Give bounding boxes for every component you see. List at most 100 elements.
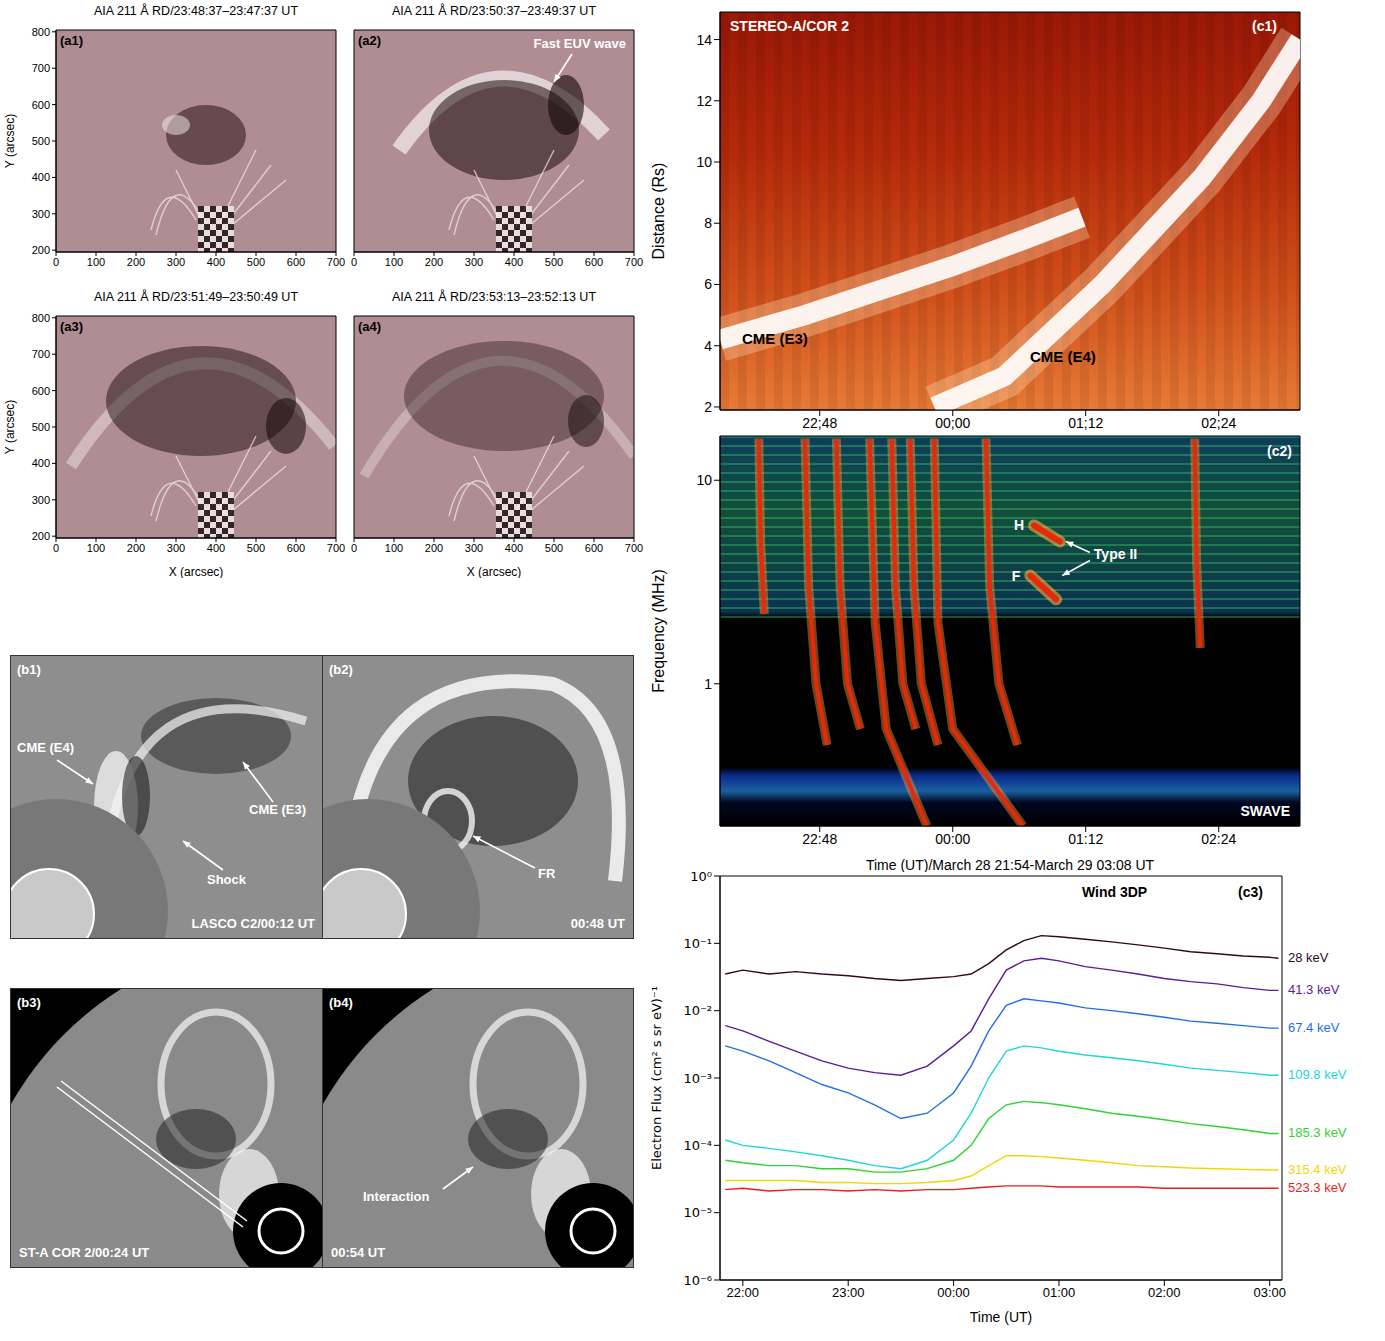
svg-text:00:00: 00:00 — [937, 1285, 970, 1300]
svg-text:Y (arcsec): Y (arcsec) — [4, 114, 17, 168]
svg-text:Time (UT)/March 28 21:54-March: Time (UT)/March 28 21:54-March 29 03:08 … — [866, 857, 1155, 872]
svg-text:600: 600 — [32, 385, 50, 397]
svg-text:700: 700 — [327, 256, 345, 268]
svg-text:02:24: 02:24 — [1201, 831, 1236, 847]
svg-text:200: 200 — [127, 256, 145, 268]
svg-text:14: 14 — [696, 32, 712, 48]
svg-text:00;00: 00;00 — [935, 415, 970, 431]
svg-text:10⁰: 10⁰ — [690, 870, 712, 884]
svg-text:22:00: 22:00 — [727, 1285, 760, 1300]
svg-text:(b1): (b1) — [17, 662, 41, 677]
svg-text:100: 100 — [385, 256, 403, 268]
svg-text:LASCO C2/00:12 UT: LASCO C2/00:12 UT — [191, 916, 315, 931]
svg-text:800: 800 — [32, 26, 50, 38]
svg-text:01:00: 01:00 — [1043, 1285, 1076, 1300]
svg-text:200: 200 — [32, 530, 50, 542]
svg-text:Shock: Shock — [207, 872, 247, 887]
svg-text:600: 600 — [287, 542, 305, 554]
svg-text:500: 500 — [247, 256, 265, 268]
svg-text:00:48 UT: 00:48 UT — [571, 916, 625, 931]
svg-text:01:12: 01:12 — [1068, 831, 1103, 847]
svg-text:23:00: 23:00 — [832, 1285, 865, 1300]
svg-text:X (arcsec): X (arcsec) — [169, 565, 224, 578]
svg-text:4: 4 — [704, 338, 712, 354]
svg-text:600: 600 — [585, 256, 603, 268]
svg-text:500: 500 — [545, 256, 563, 268]
svg-text:700: 700 — [32, 62, 50, 74]
svg-text:700: 700 — [625, 542, 643, 554]
svg-text:10: 10 — [696, 472, 712, 488]
svg-text:01;12: 01;12 — [1068, 415, 1103, 431]
svg-text:(b3): (b3) — [17, 995, 41, 1010]
svg-text:0: 0 — [53, 542, 59, 554]
svg-text:ST-A COR 2/00:24 UT: ST-A COR 2/00:24 UT — [19, 1245, 149, 1260]
svg-text:6: 6 — [704, 276, 712, 292]
svg-text:400: 400 — [207, 256, 225, 268]
svg-text:700: 700 — [32, 348, 50, 360]
svg-text:8: 8 — [704, 215, 712, 231]
svg-text:1: 1 — [704, 676, 712, 692]
svg-text:100: 100 — [87, 256, 105, 268]
svg-text:300: 300 — [465, 256, 483, 268]
svg-text:X (arcsec): X (arcsec) — [467, 565, 522, 578]
svg-text:10: 10 — [696, 154, 712, 170]
svg-text:100: 100 — [87, 542, 105, 554]
svg-text:10⁻⁶: 10⁻⁶ — [683, 1273, 712, 1288]
svg-text:00:54 UT: 00:54 UT — [331, 1245, 385, 1260]
svg-text:600: 600 — [32, 99, 50, 111]
svg-text:(c2): (c2) — [1267, 443, 1292, 459]
svg-text:500: 500 — [545, 542, 563, 554]
svg-text:600: 600 — [287, 256, 305, 268]
svg-text:10⁻⁵: 10⁻⁵ — [683, 1205, 712, 1220]
svg-text:400: 400 — [32, 171, 50, 183]
svg-text:10⁻³: 10⁻³ — [683, 1071, 712, 1086]
svg-text:22;48: 22;48 — [802, 415, 837, 431]
svg-text:200: 200 — [127, 542, 145, 554]
svg-text:200: 200 — [425, 256, 443, 268]
svg-text:700: 700 — [327, 542, 345, 554]
svg-text:500: 500 — [32, 421, 50, 433]
svg-text:H: H — [1014, 517, 1024, 533]
svg-text:00:00: 00:00 — [935, 831, 970, 847]
svg-text:200: 200 — [425, 542, 443, 554]
svg-text:10⁻²: 10⁻² — [683, 1003, 712, 1018]
svg-text:Type II: Type II — [1094, 546, 1137, 562]
svg-text:700: 700 — [625, 256, 643, 268]
svg-text:Time (UT): Time (UT) — [970, 1309, 1032, 1325]
svg-text:300: 300 — [167, 542, 185, 554]
svg-text:CME (E3): CME (E3) — [249, 802, 306, 817]
svg-text:SWAVE: SWAVE — [1240, 803, 1290, 819]
svg-text:400: 400 — [207, 542, 225, 554]
svg-text:400: 400 — [505, 256, 523, 268]
svg-text:(b4): (b4) — [329, 995, 353, 1010]
svg-text:02;24: 02;24 — [1201, 415, 1236, 431]
svg-text:0: 0 — [351, 542, 357, 554]
svg-text:12: 12 — [696, 93, 712, 109]
svg-text:300: 300 — [32, 208, 50, 220]
svg-text:FR: FR — [538, 866, 556, 881]
svg-text:02:00: 02:00 — [1148, 1285, 1181, 1300]
svg-text:10⁻⁴: 10⁻⁴ — [683, 1138, 712, 1153]
svg-text:Fast EUV wave: Fast EUV wave — [534, 36, 627, 51]
svg-text:Interaction: Interaction — [363, 1189, 430, 1204]
svg-text:500: 500 — [32, 135, 50, 147]
svg-text:Frequency (MHz): Frequency (MHz) — [650, 569, 667, 693]
svg-text:0: 0 — [53, 256, 59, 268]
svg-text:400: 400 — [32, 457, 50, 469]
svg-text:300: 300 — [32, 494, 50, 506]
svg-text:600: 600 — [585, 542, 603, 554]
svg-text:CME (E4): CME (E4) — [17, 740, 74, 755]
svg-text:2: 2 — [704, 399, 712, 415]
svg-text:03:00: 03:00 — [1253, 1285, 1286, 1300]
svg-text:400: 400 — [505, 542, 523, 554]
svg-text:300: 300 — [167, 256, 185, 268]
svg-text:800: 800 — [32, 312, 50, 324]
svg-text:500: 500 — [247, 542, 265, 554]
svg-text:Electron Flux (cm² s sr eV)⁻¹: Electron Flux (cm² s sr eV)⁻¹ — [650, 986, 664, 1170]
svg-text:0: 0 — [351, 256, 357, 268]
svg-text:F: F — [1012, 568, 1021, 584]
svg-text:22:48: 22:48 — [802, 831, 837, 847]
svg-text:300: 300 — [465, 542, 483, 554]
svg-text:10⁻¹: 10⁻¹ — [683, 936, 712, 951]
svg-text:200: 200 — [32, 244, 50, 256]
